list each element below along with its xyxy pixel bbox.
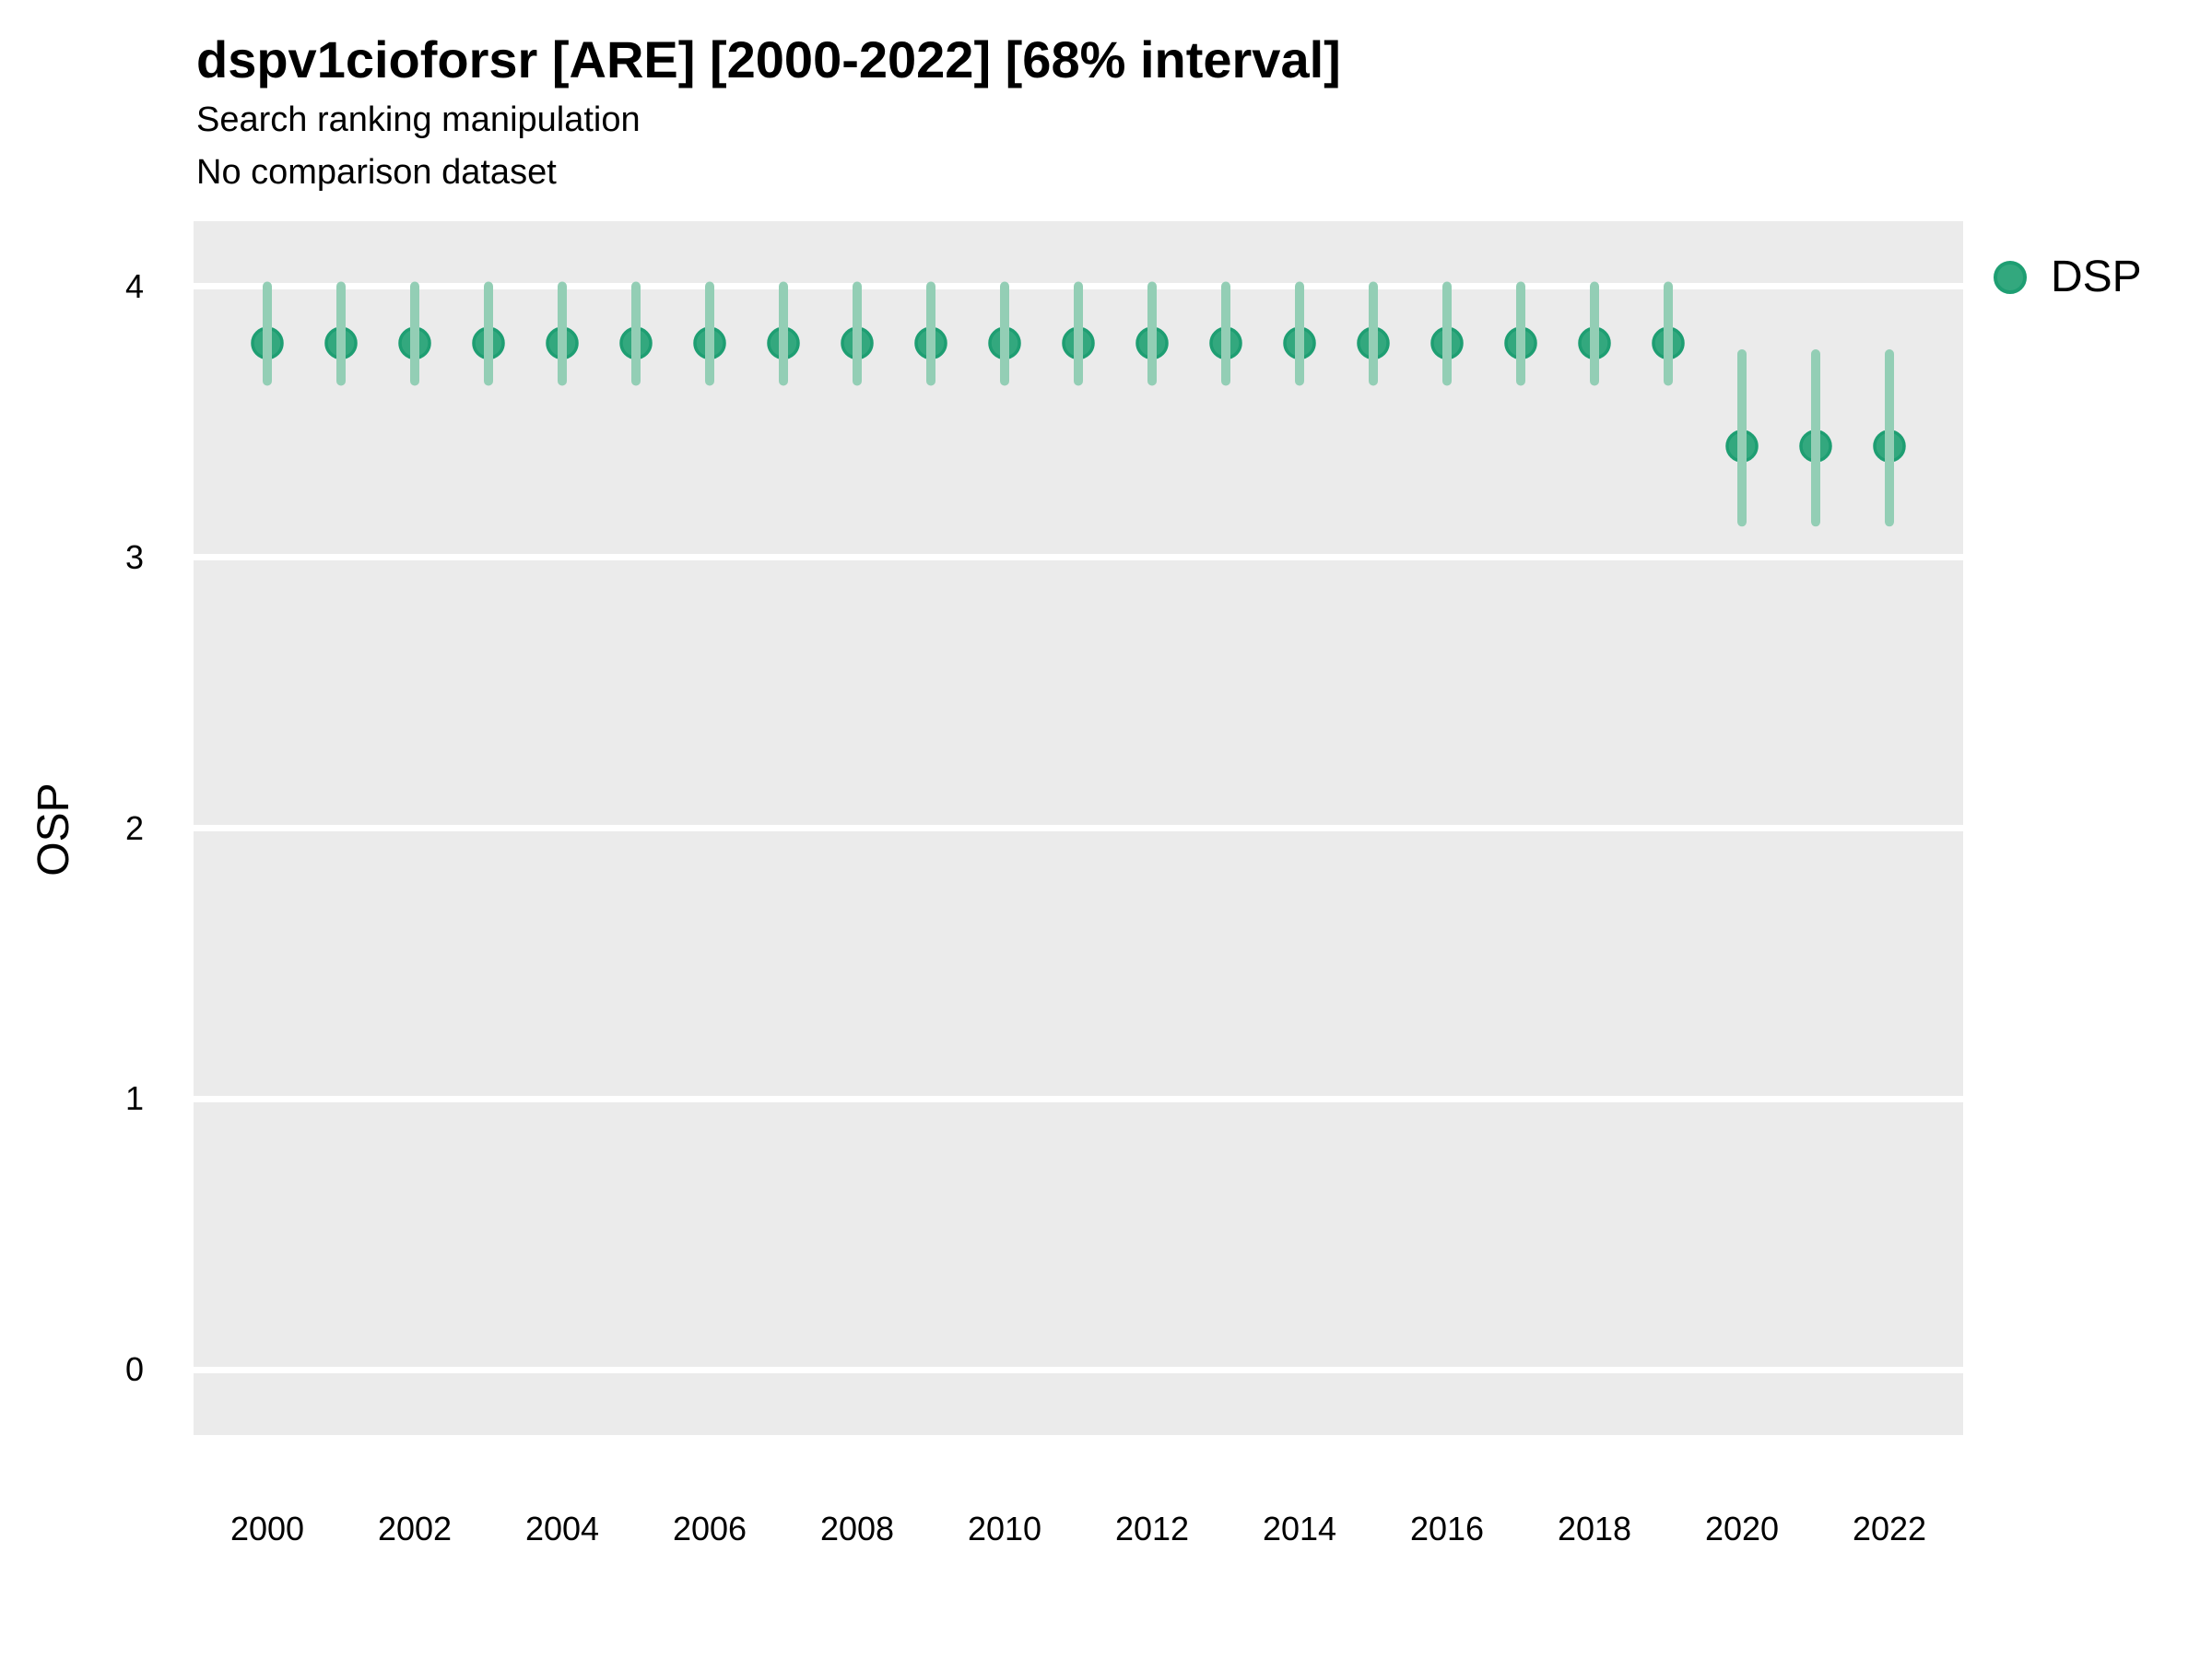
x-tick-label-2012: 2012 — [1114, 1510, 1190, 1547]
pointrange-2010 — [988, 281, 1021, 386]
chart-subtitle: Search ranking manipulation — [196, 100, 641, 139]
pointrange-2005 — [619, 281, 653, 386]
x-tick-label-2004: 2004 — [524, 1510, 600, 1547]
plot-panel — [194, 221, 1963, 1435]
x-tick-label-2008: 2008 — [819, 1510, 895, 1547]
y-tick-label-0: 0 — [124, 1350, 144, 1389]
pointrange-2013 — [1209, 281, 1242, 386]
pointrange-2006 — [693, 281, 726, 386]
y-tick-label-3: 3 — [124, 537, 144, 576]
pointrange-2007 — [767, 281, 800, 386]
pointrange-2009 — [914, 281, 947, 386]
pointrange-2001 — [324, 281, 358, 386]
pointrange-2017 — [1504, 281, 1537, 386]
x-tick-label-2002: 2002 — [377, 1510, 453, 1547]
pointrange-2015 — [1357, 281, 1390, 386]
pointrange-2011 — [1062, 281, 1095, 386]
pointrange-2019 — [1652, 281, 1685, 386]
x-tick-label-2000: 2000 — [229, 1510, 305, 1547]
legend: DSP — [1994, 254, 2142, 300]
legend-point-icon — [1994, 261, 2027, 294]
pointrange-2002 — [398, 281, 431, 386]
chart-subtitle-2: No comparison dataset — [196, 153, 557, 192]
pointrange-2000 — [251, 281, 284, 386]
pointrange-2003 — [472, 281, 505, 386]
legend-label: DSP — [2051, 253, 2142, 301]
y-tick-label-4: 4 — [124, 266, 144, 305]
pointrange-2020 — [1725, 349, 1759, 527]
pointrange-2018 — [1578, 281, 1611, 386]
pointrange-chart — [194, 281, 1963, 1373]
pointrange-2012 — [1135, 281, 1169, 386]
y-tick-label-1: 1 — [124, 1079, 144, 1118]
chart-title: dspv1cioforsr [ARE] [2000-2022] [68% int… — [196, 30, 1341, 88]
pointrange-2022 — [1873, 349, 1906, 527]
x-tick-label-2022: 2022 — [1852, 1510, 1927, 1547]
pointrange-2014 — [1283, 281, 1316, 386]
x-tick-label-2006: 2006 — [672, 1510, 747, 1547]
pointrange-2008 — [841, 281, 874, 386]
x-tick-label-2014: 2014 — [1262, 1510, 1337, 1547]
pointrange-2004 — [546, 281, 579, 386]
x-tick-label-2018: 2018 — [1557, 1510, 1632, 1547]
pointrange-2021 — [1799, 349, 1832, 527]
x-tick-label-2016: 2016 — [1409, 1510, 1485, 1547]
y-tick-label-2: 2 — [124, 808, 144, 847]
pointrange-2016 — [1430, 281, 1464, 386]
x-tick-label-2020: 2020 — [1704, 1510, 1780, 1547]
x-tick-label-2010: 2010 — [967, 1510, 1042, 1547]
